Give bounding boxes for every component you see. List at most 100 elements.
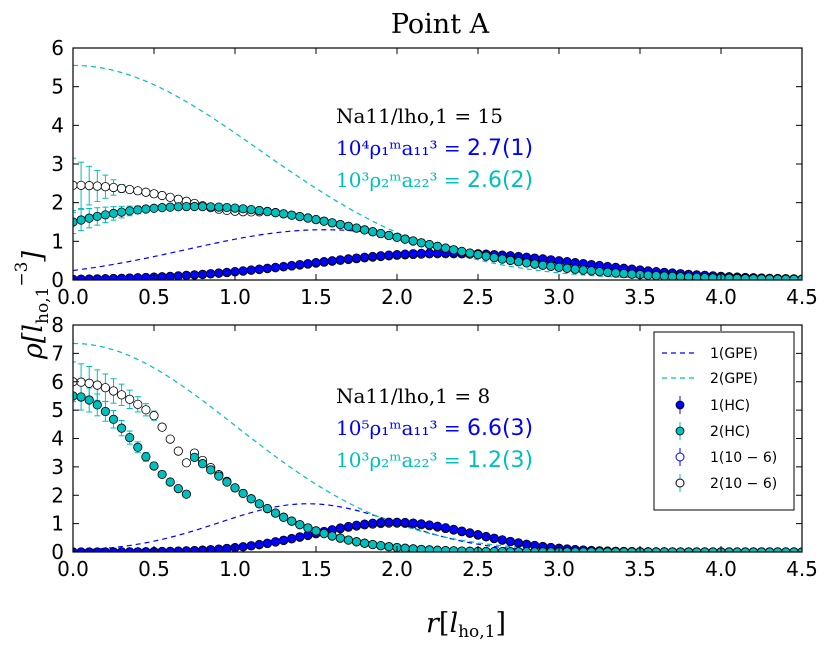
annotation-line3-value: 1.2(3) [467, 448, 533, 473]
hc2-point [489, 253, 499, 263]
legend: 1(GPE) 2(GPE) 1(HC) 2(HC) 1(10 − 6) 2(10… [653, 331, 795, 511]
x-tick-label: 0.5 [138, 557, 170, 581]
hc1-point [408, 518, 418, 528]
hc2-point [368, 227, 378, 237]
open2-point [173, 194, 183, 204]
hc2-point [651, 271, 661, 280]
hc2-point [765, 274, 775, 280]
hc1-point [368, 518, 378, 528]
legend-label-hc2: 2(HC) [710, 424, 750, 440]
legend-swatch-open2 [675, 478, 685, 488]
hc1-point [117, 273, 127, 280]
hc2-point [181, 202, 191, 212]
hc2-point [602, 267, 613, 277]
hc2-point [432, 241, 443, 251]
open2-point [165, 434, 175, 444]
hc2-point [400, 543, 410, 552]
hc2-point [343, 535, 353, 545]
hc2-point [343, 221, 353, 231]
hc2-point [408, 236, 418, 246]
hc1-point [449, 524, 459, 534]
hc2-point [748, 274, 758, 280]
x-tick-label: 0.5 [138, 285, 170, 309]
hc1-point [351, 253, 362, 263]
hc2-point [84, 213, 94, 223]
hc2-point [432, 545, 443, 552]
hc1-point [513, 538, 524, 548]
hc1-point [489, 533, 499, 543]
x-tick-label: 3.5 [624, 557, 656, 581]
hc1-point [384, 517, 394, 527]
hc2-point [708, 273, 718, 280]
hc1-point [100, 274, 110, 280]
hc1-point [198, 545, 208, 552]
annotation-line1: Na11/lho,1 = 15 [336, 104, 503, 128]
y-tick-label: 2 [51, 483, 64, 507]
hc1-point [84, 274, 94, 280]
hc2-point [222, 477, 232, 487]
hc2-point [117, 423, 127, 433]
hc1-point [457, 526, 467, 536]
hc2-point [189, 452, 200, 462]
hc2-point [570, 264, 580, 274]
hc2-point [513, 257, 524, 267]
y-tick-label: 4 [51, 113, 64, 137]
hc1-point [246, 265, 256, 275]
hc1-point [133, 273, 143, 280]
hc2-point [546, 261, 556, 271]
hc2-point [440, 243, 451, 253]
annotation-line3-prefix: 10³ρ₂ᵐa₂₂³ = [336, 168, 467, 192]
hc1-point [262, 263, 272, 273]
hc2-point [359, 538, 370, 548]
hc2-point [732, 273, 742, 280]
hc2-point [667, 271, 677, 280]
hc2-point [457, 246, 467, 257]
hc2-point [473, 250, 483, 260]
hc2-point [181, 489, 191, 499]
hc2-point [627, 269, 637, 279]
hc1-point [392, 249, 402, 260]
hc1-point [278, 261, 289, 272]
hc2-point [562, 263, 572, 273]
legend-swatch-open1 [675, 452, 685, 462]
open2-point [157, 190, 167, 201]
hc1-point [424, 248, 434, 258]
hc1-point [400, 517, 410, 528]
hc2-point [206, 465, 216, 475]
hc1-point [198, 269, 208, 279]
hc1-point [319, 257, 329, 267]
annotation-line3-value: 2.6(2) [467, 168, 533, 193]
hc1-point [270, 262, 281, 272]
x-tick-label: 4.0 [705, 285, 737, 309]
hc2-point [351, 537, 362, 547]
open2-point [108, 182, 119, 193]
legend-label-open2: 2(10 − 6) [710, 476, 777, 492]
hc2-point [246, 494, 256, 504]
hc2-point [222, 202, 232, 213]
hc2-point [165, 477, 175, 487]
hc2-point [295, 520, 305, 530]
hc2-point [740, 274, 750, 280]
hc2-point [254, 205, 264, 216]
open2-point [100, 383, 111, 393]
open2-point [141, 187, 151, 197]
y-tick-label: 3 [51, 455, 64, 479]
open2-point [157, 422, 167, 432]
hc2-point [449, 546, 459, 552]
hc2-point [368, 539, 378, 550]
plot-series-group [73, 342, 802, 552]
open2-point [92, 380, 102, 390]
hc1-point [392, 517, 402, 527]
y-tick-label: 8 [51, 313, 64, 337]
x-tick-label: 4.5 [786, 557, 818, 581]
legend-label-gpe1: 1(GPE) [710, 346, 758, 362]
hc1-point [173, 271, 183, 280]
hc2-point [319, 528, 329, 539]
hc1-point [497, 535, 507, 545]
hc2-point [141, 204, 151, 214]
y-tick-label: 0 [51, 268, 64, 292]
hc2-point [449, 245, 459, 255]
open2-point [100, 182, 111, 192]
open2-point [125, 184, 135, 195]
